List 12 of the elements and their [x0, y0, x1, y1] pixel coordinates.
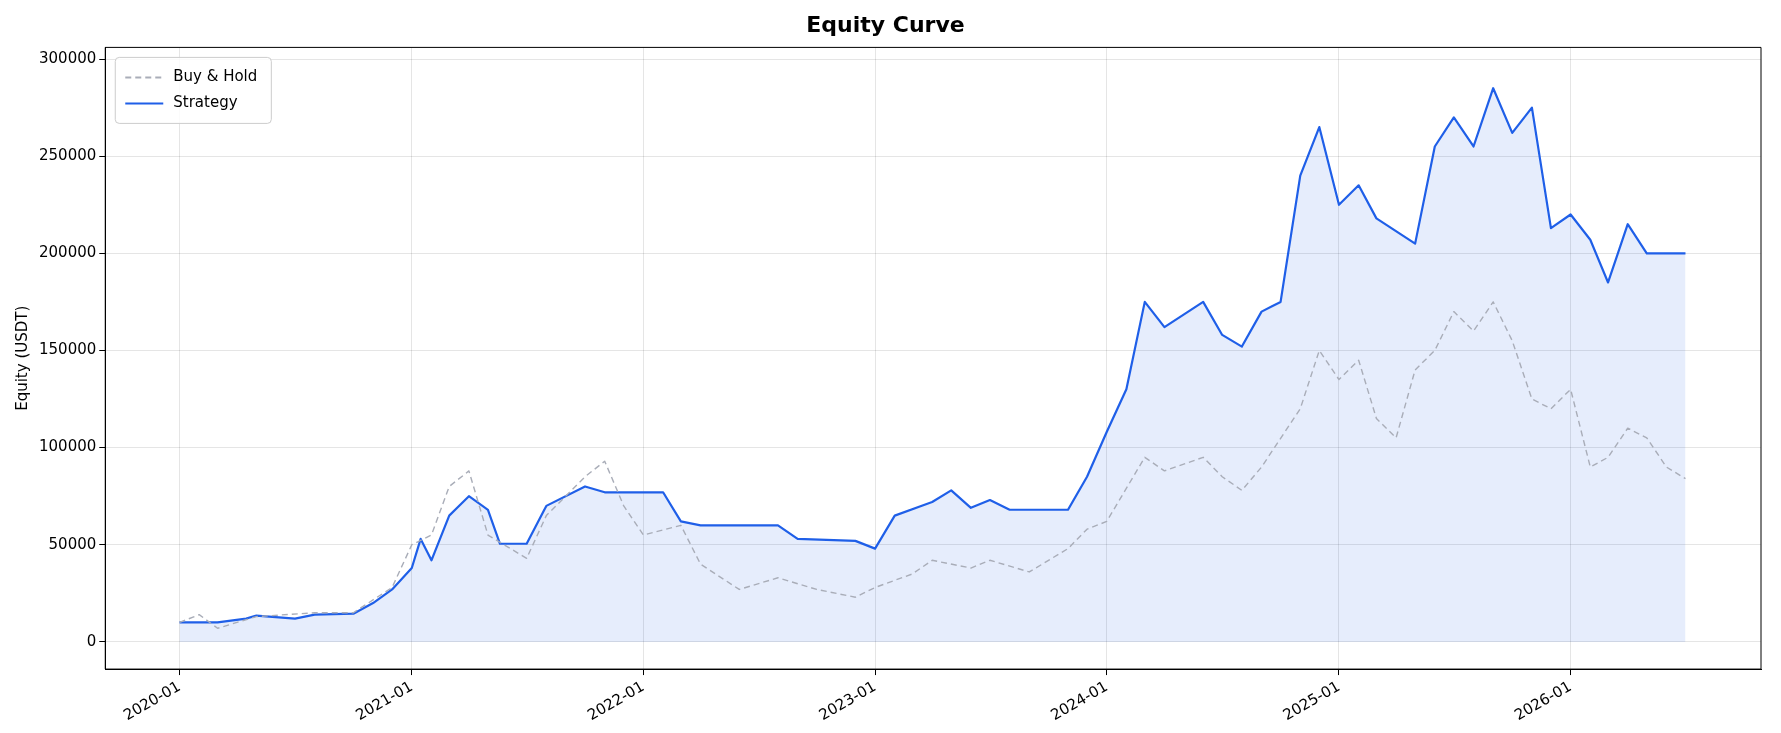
- line-series: [178, 301, 1687, 629]
- legend-label: Strategy: [173, 93, 238, 112]
- y-tick-label: 100000: [39, 437, 97, 456]
- y-tick-label: 50000: [48, 534, 97, 553]
- y-tick-label: 0: [86, 631, 97, 650]
- y-tick-label: 200000: [39, 243, 97, 262]
- legend-label: Buy & Hold: [173, 67, 258, 86]
- chart-title: Equity Curve: [806, 11, 965, 37]
- y-tick-label: 300000: [39, 48, 97, 67]
- y-tick-label: 150000: [39, 340, 97, 359]
- y-tick-label: 250000: [39, 146, 97, 165]
- y-axis-title: Equity (USDT): [12, 305, 31, 411]
